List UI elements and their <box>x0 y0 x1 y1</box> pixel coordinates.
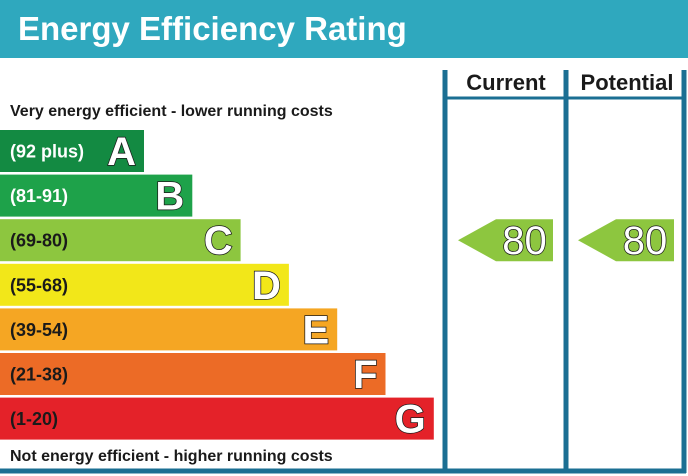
score-value: 80 <box>623 219 668 263</box>
band-letter: E <box>303 308 330 352</box>
current-column-title: Current <box>466 70 546 95</box>
band-letter: G <box>395 398 426 442</box>
band-bar <box>0 263 289 306</box>
band-bar <box>0 130 144 172</box>
band-range-label: (21-38) <box>10 365 68 385</box>
band-bar <box>0 174 193 217</box>
score-value: 80 <box>502 219 547 263</box>
band-f: (21-38) F <box>0 352 386 398</box>
band-range-label: (69-80) <box>10 231 68 251</box>
band-g: (1-20) G <box>0 397 434 442</box>
band-range-label: (92 plus) <box>10 142 84 162</box>
band-a: (92 plus) A <box>0 129 144 175</box>
band-b: (81-91) B <box>0 174 193 219</box>
band-range-label: (1-20) <box>10 409 58 429</box>
band-bar <box>0 397 434 440</box>
rating-bands: (92 plus) A(81-91) B(69-80) C(55-68) D(39-54… <box>0 129 434 442</box>
band-letter: D <box>252 264 281 308</box>
band-letter: C <box>204 219 233 263</box>
score-arrow-shape <box>578 219 674 262</box>
rating-scores: 80 80 <box>458 218 674 264</box>
band-letter: A <box>107 130 136 174</box>
band-bar <box>0 308 338 351</box>
band-bar <box>0 353 386 395</box>
potential-score-arrow: 80 <box>578 218 674 264</box>
band-range-label: (39-54) <box>10 320 68 340</box>
current-score-arrow: 80 <box>458 218 553 264</box>
band-letter: B <box>155 175 184 219</box>
band-range-label: (81-91) <box>10 186 68 206</box>
top-efficiency-note: Very energy efficient - lower running co… <box>10 103 333 120</box>
header-title: Energy Efficiency Rating <box>18 10 407 47</box>
rating-columns-frame <box>0 70 687 474</box>
bottom-efficiency-note: Not energy efficient - higher running co… <box>10 448 333 465</box>
band-c: (69-80) C <box>0 218 241 264</box>
score-arrow-shape <box>458 219 553 262</box>
potential-column-title: Potential <box>581 70 674 95</box>
band-d: (55-68) D <box>0 263 289 309</box>
band-e: (39-54) E <box>0 308 338 353</box>
band-range-label: (55-68) <box>10 275 68 295</box>
header-bar <box>0 0 688 58</box>
band-letter: F <box>353 353 377 397</box>
band-bar <box>0 219 241 262</box>
